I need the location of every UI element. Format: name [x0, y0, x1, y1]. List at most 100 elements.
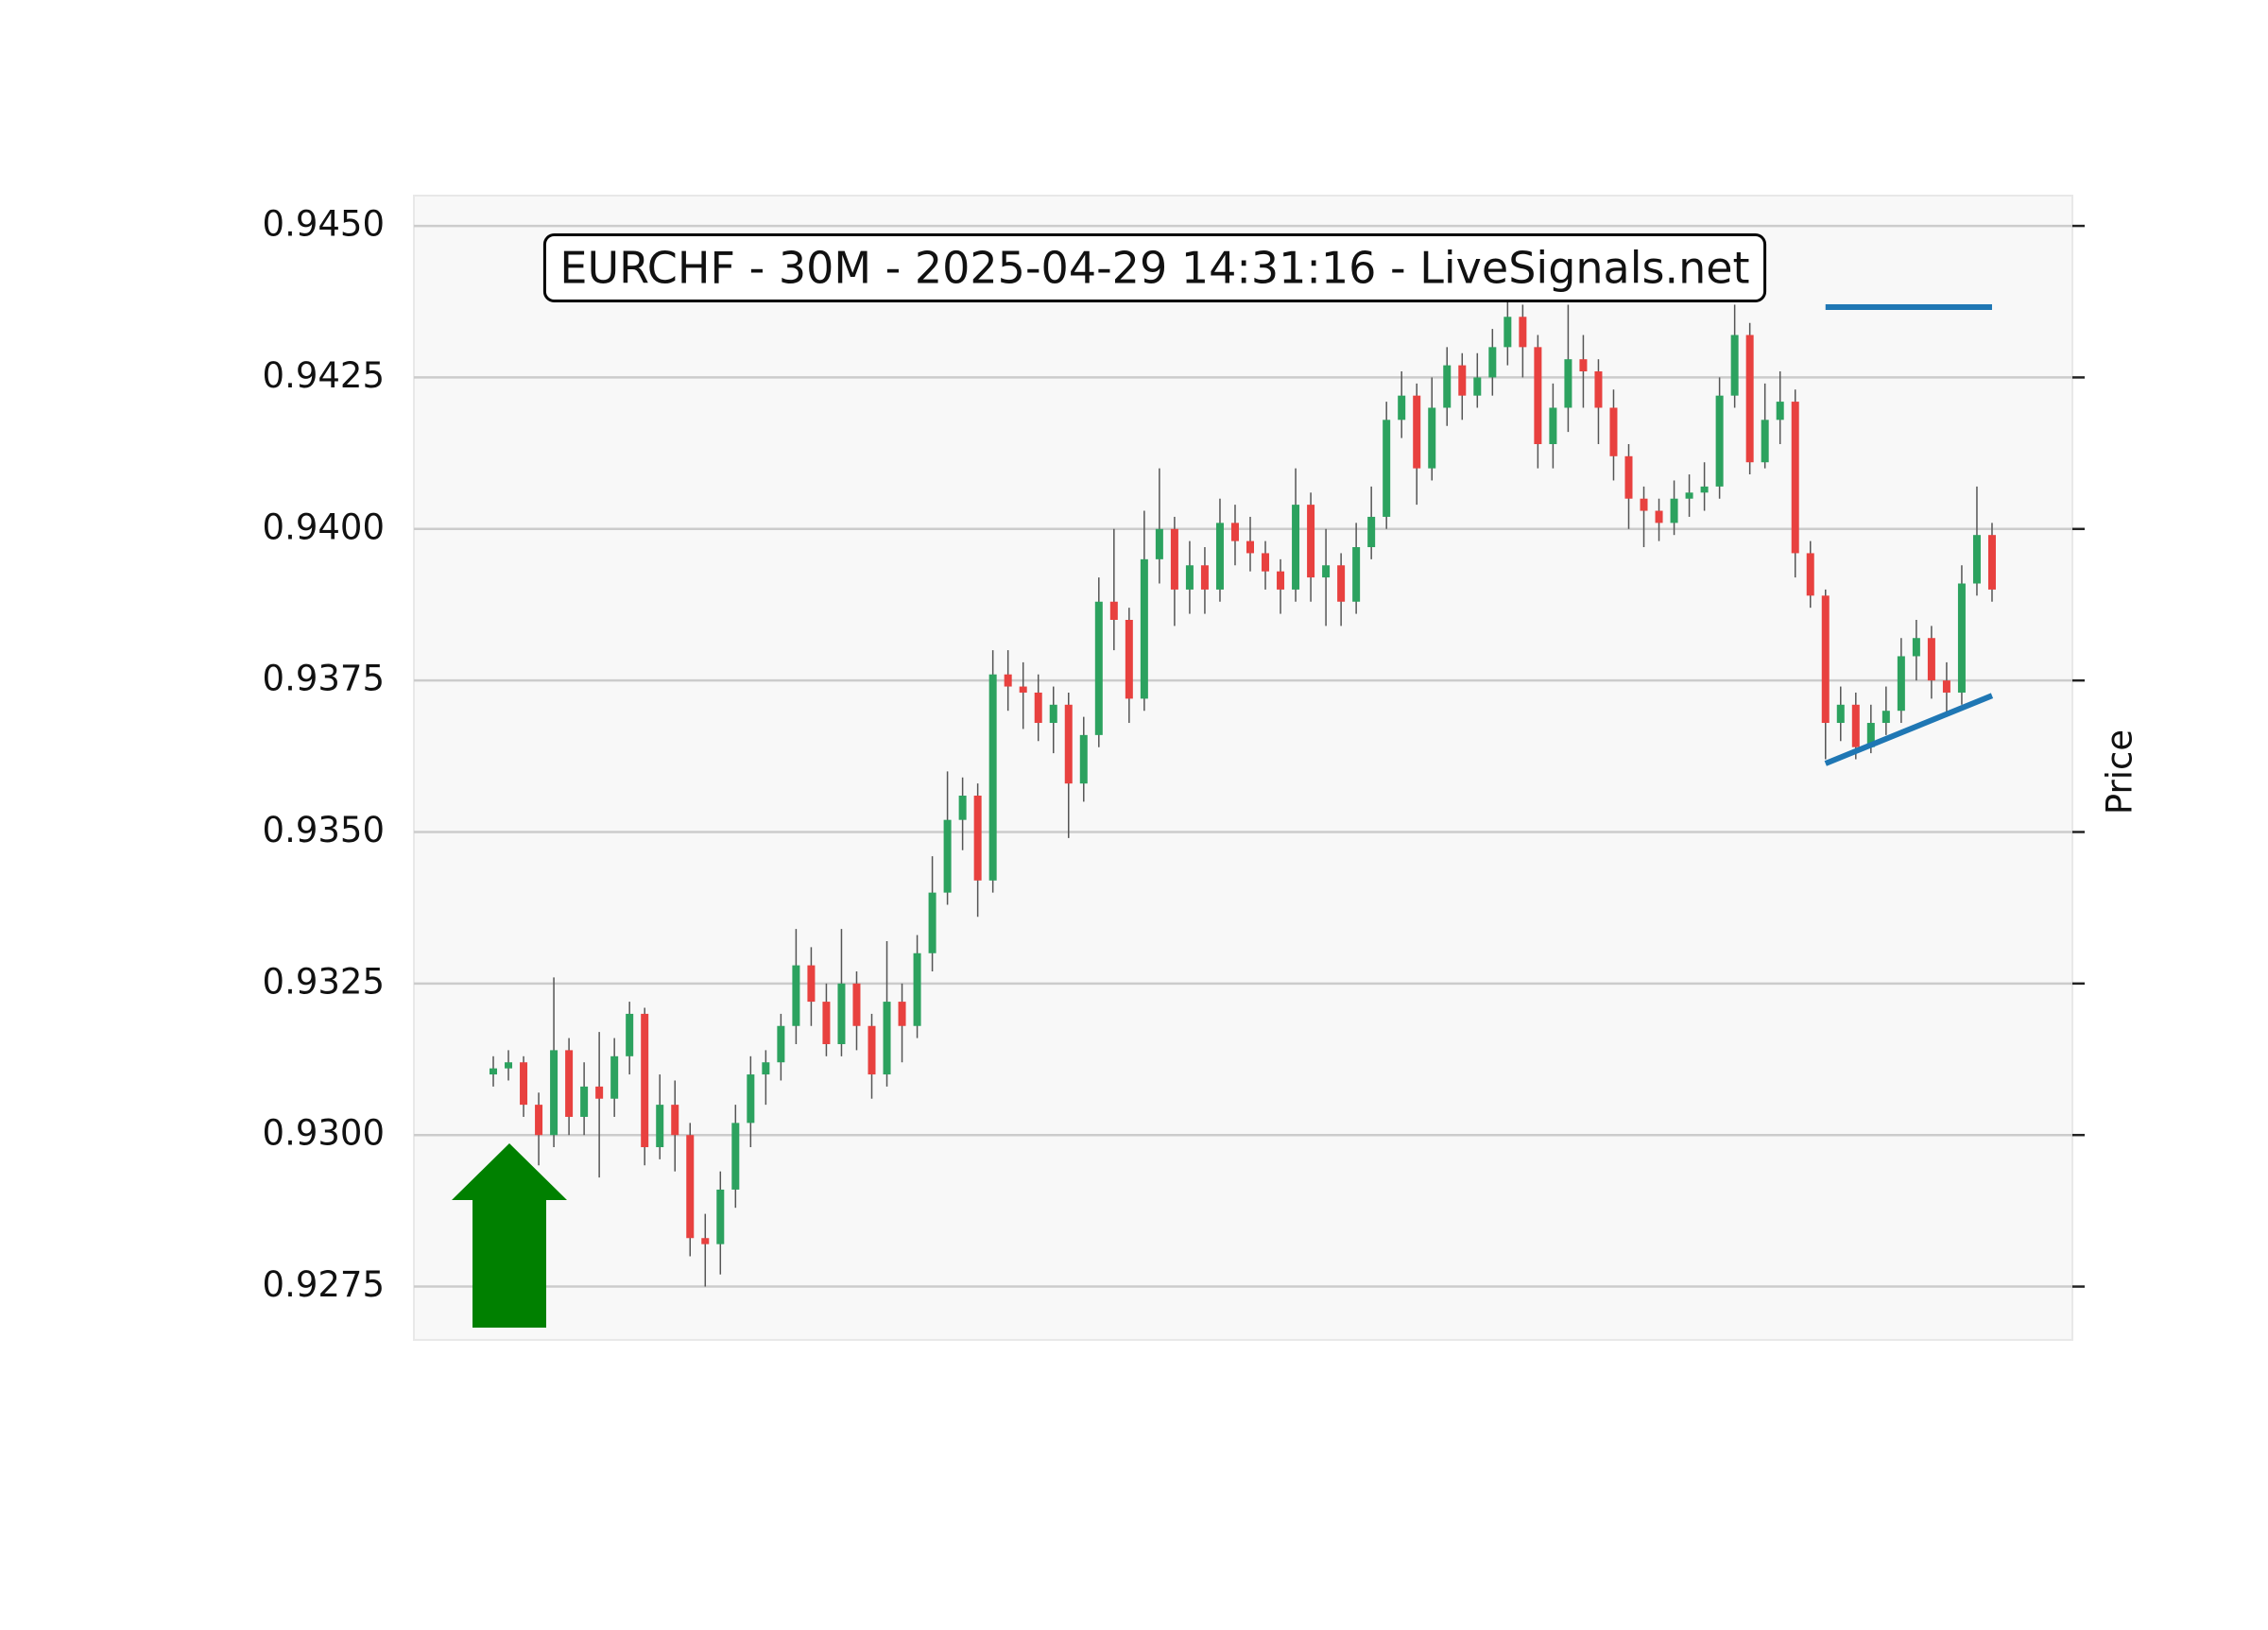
candle-body	[1458, 365, 1467, 396]
candle-body	[973, 796, 982, 881]
candle-body	[701, 1238, 710, 1244]
candle-body	[898, 1002, 906, 1026]
y-tick-label: 0.9450	[263, 204, 385, 245]
candle-body	[1745, 335, 1754, 463]
candle-body	[1367, 516, 1376, 548]
candle-body	[1821, 595, 1830, 724]
candle-body	[868, 1025, 876, 1075]
candle-body	[1140, 558, 1148, 699]
candle-body	[1897, 656, 1905, 712]
candle-body	[1262, 553, 1270, 572]
candle-body	[1094, 601, 1103, 735]
candle-body	[1322, 565, 1331, 578]
candle-body	[626, 1013, 634, 1056]
candle-body	[1019, 686, 1027, 693]
plot-area	[413, 195, 2073, 1341]
candle-body	[1957, 583, 1966, 693]
candle-body	[1352, 547, 1361, 602]
candle-body	[1383, 420, 1391, 517]
candle-body	[822, 1002, 831, 1044]
candle-body	[565, 1050, 574, 1117]
candle-body	[490, 1068, 497, 1075]
y-tick-label: 0.9400	[263, 506, 385, 547]
candle-body	[505, 1062, 513, 1069]
candle-body	[535, 1105, 543, 1136]
candle-body	[1155, 528, 1163, 559]
candle-body	[595, 1086, 604, 1099]
candle-body	[580, 1086, 589, 1117]
candle-body	[762, 1062, 770, 1075]
candle-body	[1277, 571, 1285, 590]
candle-body	[988, 674, 997, 881]
candle-body	[1534, 347, 1542, 444]
candle-body	[550, 1050, 558, 1136]
candle-body	[1776, 402, 1784, 420]
candle-body	[1564, 359, 1572, 408]
candle-body	[1398, 395, 1406, 420]
candle-body	[1685, 492, 1693, 499]
candle-body	[1942, 680, 1950, 693]
candle-body	[716, 1189, 725, 1244]
y-tick-label: 0.9300	[263, 1113, 385, 1154]
candle-body	[913, 952, 921, 1026]
candle-body	[1866, 723, 1875, 747]
candle-body	[1851, 704, 1860, 747]
candle-body	[792, 965, 800, 1026]
candle-body	[1609, 407, 1618, 456]
candle-body	[1670, 498, 1678, 523]
y-tick-label: 0.9375	[263, 659, 385, 699]
candle-body	[1307, 505, 1315, 578]
candle-body	[1987, 535, 1996, 590]
candle-body	[1170, 528, 1178, 590]
signal-arrow	[452, 1143, 567, 1328]
candle-body	[852, 983, 861, 1026]
candle-body	[1972, 535, 1981, 584]
candle-body	[686, 1135, 695, 1239]
candle-body	[1413, 395, 1421, 469]
candle-body	[1836, 704, 1845, 724]
candle-body	[1034, 692, 1042, 724]
candle-body	[1292, 505, 1300, 590]
y-axis-label: Price	[2100, 729, 2140, 815]
candle-body	[928, 892, 936, 953]
candle-body	[1337, 565, 1346, 602]
candle-body	[1761, 420, 1769, 463]
candle-body	[1185, 565, 1194, 590]
candle-body	[1730, 335, 1739, 396]
candle-body	[1004, 674, 1012, 687]
candle-body	[1927, 638, 1935, 681]
candle-body	[883, 1002, 891, 1075]
y-tick-label: 0.9350	[263, 810, 385, 850]
candle-body	[1806, 553, 1814, 596]
candle-body	[1428, 407, 1436, 469]
candle-body	[1488, 347, 1497, 378]
candle-body	[1594, 371, 1603, 408]
candle-body	[1624, 455, 1633, 499]
candle-body	[1715, 395, 1724, 487]
candle-body	[1125, 619, 1133, 699]
candle-body	[1519, 317, 1527, 348]
candle-body	[1473, 377, 1482, 396]
candle-body	[1640, 498, 1648, 511]
candle-body	[1049, 704, 1057, 724]
candle-body	[943, 819, 952, 893]
candle-body	[807, 965, 816, 1003]
trend-line	[1824, 693, 1994, 766]
candle-body	[1655, 510, 1663, 523]
candle-body	[1079, 734, 1088, 784]
candle-body	[1230, 523, 1239, 541]
candle-body	[1246, 540, 1254, 554]
title-box	[542, 233, 1767, 302]
y-tick-label: 0.9275	[263, 1264, 385, 1305]
candle-body	[1443, 365, 1452, 408]
candle-body	[777, 1025, 785, 1063]
candle-body	[1503, 317, 1512, 348]
candle-body	[1215, 523, 1224, 590]
candle-body	[610, 1055, 619, 1099]
candle-body	[731, 1123, 740, 1190]
candle-body	[520, 1062, 528, 1106]
candle-body	[1791, 402, 1799, 554]
candle-body	[641, 1013, 649, 1148]
